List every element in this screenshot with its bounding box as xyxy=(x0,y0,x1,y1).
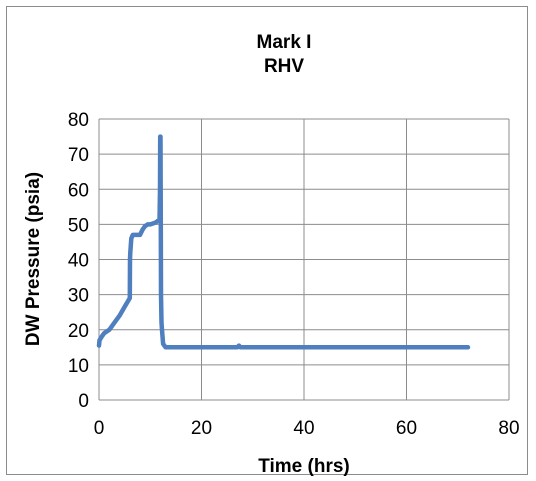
gridlines xyxy=(99,118,510,400)
axes xyxy=(98,119,509,401)
x-tick-labels: 0 20 40 60 80 xyxy=(94,418,520,439)
y-axis-title: DW Pressure (psia) xyxy=(23,172,44,346)
chart-title: Mark I RHV xyxy=(257,32,312,77)
y-tick-label: 10 xyxy=(68,356,89,377)
chart-frame xyxy=(6,6,528,475)
series-lines xyxy=(96,134,471,350)
y-tick-label: 30 xyxy=(68,286,89,307)
x-tick-label: 20 xyxy=(191,418,212,439)
chart-title-line-2: RHV xyxy=(264,56,304,77)
y-tick-label: 40 xyxy=(68,251,89,272)
y-tick-label: 0 xyxy=(78,391,89,412)
x-tick-label: 0 xyxy=(94,418,105,439)
x-tick-label: 80 xyxy=(498,418,519,439)
y-tick-label: 50 xyxy=(68,215,89,236)
series-line-0 xyxy=(96,134,471,350)
y-tick-label: 70 xyxy=(68,145,89,166)
y-tick-labels: 0 10 20 30 40 50 60 70 80 xyxy=(68,110,89,412)
y-tick-label: 20 xyxy=(68,321,89,342)
y-tick-label: 80 xyxy=(68,110,89,131)
chart-title-line-1: Mark I xyxy=(257,32,312,53)
y-tick-label: 60 xyxy=(68,180,89,201)
x-tick-label: 40 xyxy=(293,418,314,439)
x-tick-label: 60 xyxy=(396,418,417,439)
x-axis-title: Time (hrs) xyxy=(258,456,350,477)
